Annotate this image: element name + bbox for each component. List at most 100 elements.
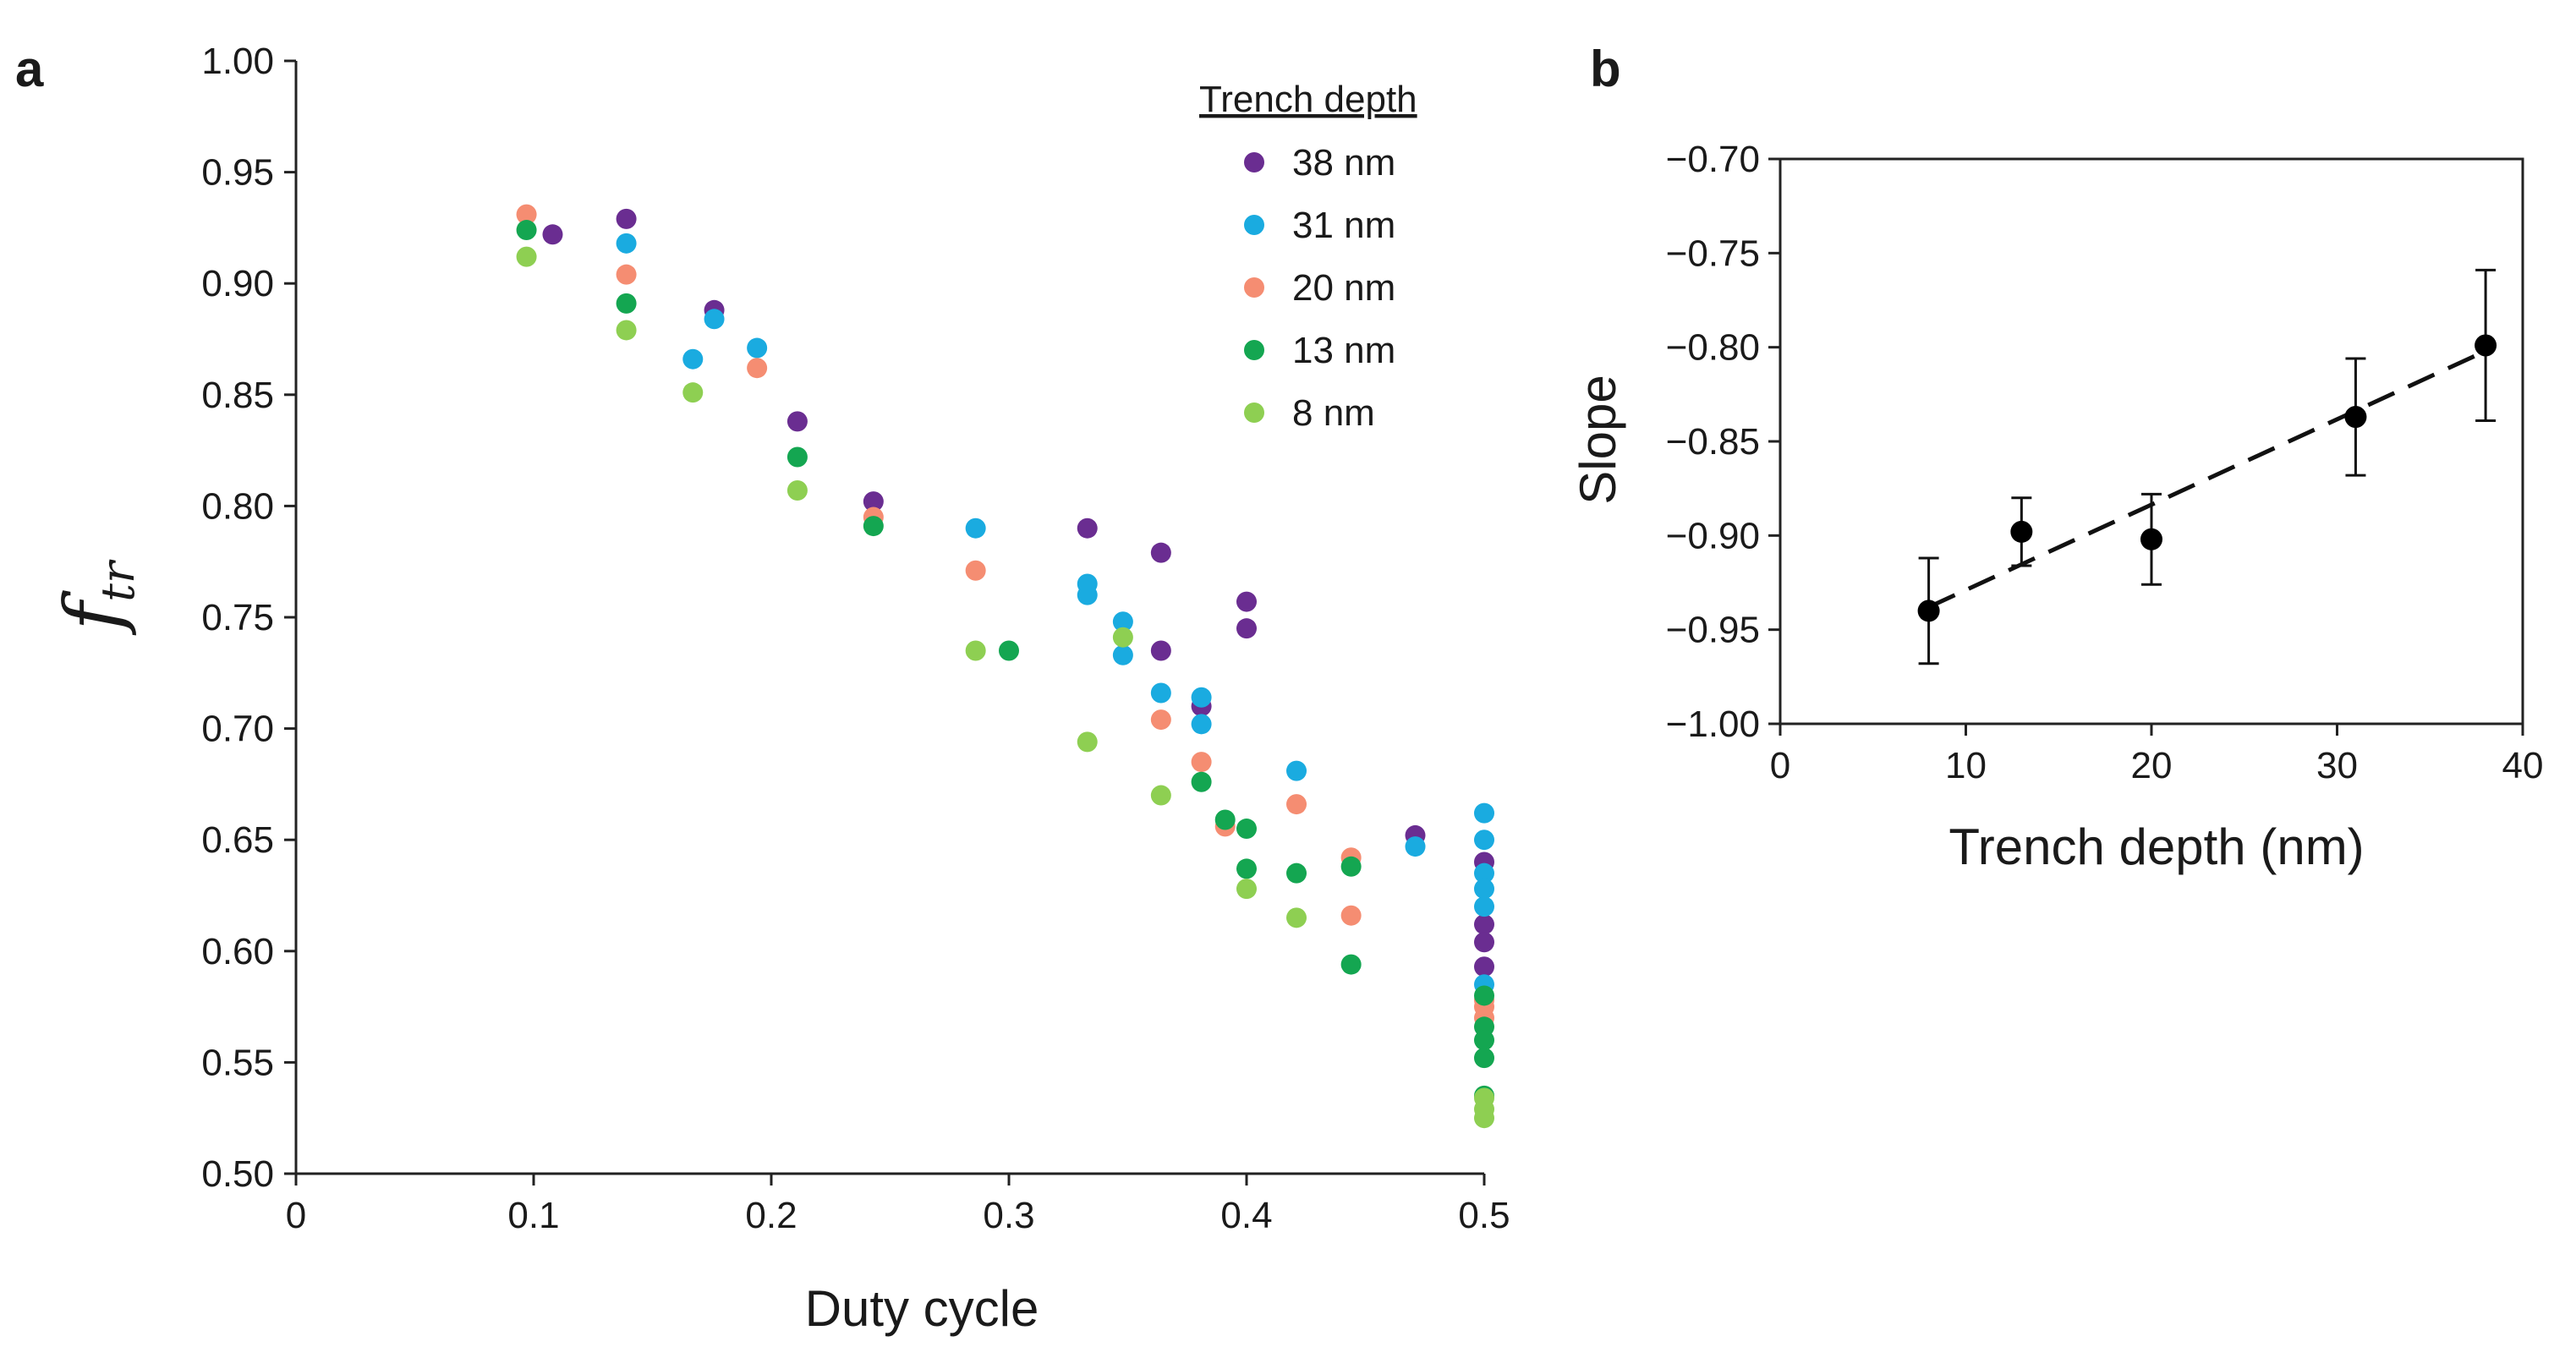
y-tick-label: 0.55 [201, 1042, 274, 1083]
point-38-nm [1077, 517, 1098, 539]
point-8-nm [1474, 1108, 1494, 1129]
x-tick-label: 0 [286, 1195, 306, 1236]
panel-a-y-axis-title-sub: tr [91, 559, 145, 602]
point-13-nm [1214, 809, 1236, 830]
point-31-nm [682, 348, 704, 370]
panel-b-letter: b [1590, 41, 1621, 97]
x-tick-label: 40 [2502, 745, 2544, 786]
point-31-nm [1474, 802, 1494, 824]
point-8-nm [682, 382, 704, 403]
point-31-nm [965, 517, 986, 539]
x-tick-label: 30 [2316, 745, 2358, 786]
point-31-nm [1112, 611, 1133, 632]
legend-title: Trench depth [1199, 79, 1417, 120]
panel-a-legend: Trench depth 38 nm 31 nm 20 nm 13 nm 8 nm [1199, 79, 1417, 434]
legend-marker-13-nm [1244, 340, 1264, 360]
point-8-nm [1286, 907, 1307, 928]
point-31-nm [1112, 644, 1133, 665]
y-tick-label: 0.65 [201, 819, 274, 861]
y-tick-label: −0.95 [1666, 610, 1760, 651]
data-point [2140, 528, 2162, 550]
point-13-nm [516, 220, 537, 241]
legend-marker-38-nm [1244, 152, 1264, 172]
y-tick-label: 1.00 [201, 41, 274, 82]
point-31-nm [1286, 760, 1307, 781]
point-31-nm [1474, 896, 1494, 917]
point-38-nm [787, 411, 808, 432]
point-13-nm [863, 516, 884, 537]
point-8-nm [787, 479, 808, 501]
point-31-nm [704, 309, 725, 330]
x-tick-label: 0.5 [1458, 1195, 1510, 1236]
x-tick-label: 0.2 [745, 1195, 797, 1236]
x-tick-label: 0.1 [507, 1195, 559, 1236]
x-tick-label: 20 [2131, 745, 2173, 786]
panel-a-x-axis-title: Duty cycle [805, 1280, 1039, 1337]
legend-label-13-nm: 13 nm [1292, 330, 1395, 371]
y-tick-label: −0.75 [1666, 233, 1760, 274]
y-tick-label: 0.70 [201, 709, 274, 750]
y-tick-label: 0.50 [201, 1153, 274, 1195]
y-tick-label: −0.90 [1666, 515, 1760, 556]
point-38-nm [863, 491, 884, 512]
point-13-nm [999, 640, 1019, 661]
panel-a-y-ticks: 0.50 0.55 0.60 0.65 0.70 0.75 0.80 0.85 0.90 0.95… [201, 41, 296, 1195]
panel-a: a 0.500.550.600.650.700.750.800.850.900.… [15, 41, 1510, 1337]
point-31-nm [1191, 714, 1212, 735]
data-point [2475, 334, 2497, 357]
point-31-nm [1150, 682, 1171, 704]
point-31-nm [1191, 687, 1212, 708]
point-13-nm [1191, 771, 1212, 792]
point-38-nm [1474, 956, 1494, 977]
point-20-nm [1150, 709, 1171, 731]
point-13-nm [1236, 858, 1257, 879]
panel-b-plot-frame [1779, 157, 2524, 726]
point-8-nm [1077, 731, 1098, 753]
x-tick-label: 0.4 [1220, 1195, 1272, 1236]
point-38-nm [1150, 640, 1171, 661]
point-13-nm [1340, 856, 1362, 877]
point-13-nm [1474, 1030, 1494, 1051]
data-point [2010, 520, 2033, 543]
point-8-nm [1112, 627, 1133, 648]
point-20-nm [1286, 794, 1307, 815]
panel-a-points [516, 204, 1494, 1129]
panel-b-y-ticks: −1.00 −0.95 −0.90 −0.85 −0.80 −0.75 −0.70 [1666, 139, 1780, 745]
y-tick-label: −0.85 [1666, 421, 1760, 463]
point-13-nm [1236, 819, 1257, 840]
fit-line [1927, 348, 2487, 610]
panel-b-x-ticks: 0 10 20 30 40 [1770, 724, 2544, 786]
legend-label-8-nm: 8 nm [1292, 392, 1375, 434]
point-8-nm [1150, 785, 1171, 806]
y-tick-label: −0.80 [1666, 327, 1760, 369]
point-31-nm [1474, 879, 1494, 900]
point-20-nm [616, 264, 637, 285]
point-38-nm [1236, 591, 1257, 612]
point-38-nm [542, 224, 563, 245]
legend-marker-20-nm [1244, 277, 1264, 298]
panel-b-fit-line [1927, 348, 2487, 610]
point-31-nm [747, 337, 768, 359]
y-tick-label: 0.90 [201, 263, 274, 304]
panel-a-letter: a [15, 41, 44, 97]
point-8-nm [616, 320, 637, 341]
point-20-nm [747, 358, 768, 379]
point-8-nm [516, 246, 537, 267]
data-point [1917, 600, 1940, 622]
y-tick-label: 0.85 [201, 375, 274, 416]
panel-b-y-axis-title: Slope [1570, 375, 1626, 504]
point-13-nm [1474, 985, 1494, 1006]
point-38-nm [1236, 618, 1257, 639]
point-31-nm [1474, 830, 1494, 851]
point-8-nm [965, 640, 986, 661]
point-13-nm [787, 446, 808, 468]
legend-label-20-nm: 20 nm [1292, 267, 1395, 309]
data-point [2344, 406, 2367, 429]
x-tick-label: 10 [1945, 745, 1987, 786]
point-38-nm [616, 208, 637, 229]
point-31-nm [1474, 862, 1494, 884]
point-20-nm [516, 204, 537, 225]
point-13-nm [1286, 862, 1307, 884]
legend-marker-31-nm [1244, 215, 1264, 235]
